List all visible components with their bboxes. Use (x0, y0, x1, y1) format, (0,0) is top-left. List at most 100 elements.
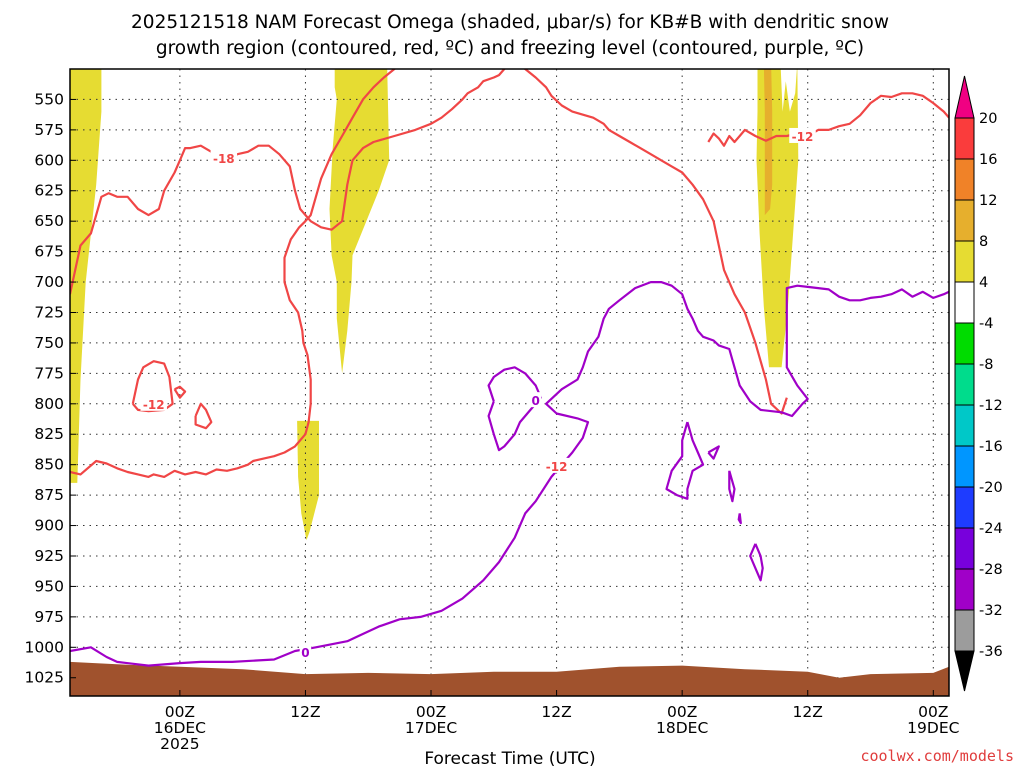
red-contour-1 (70, 69, 396, 478)
x-tick-label-54-0: 00Z (667, 703, 697, 721)
colorbar-over-triangle (954, 75, 975, 119)
colorbar-label-16: 16 (979, 152, 997, 168)
dendritic-growth-contours (70, 69, 949, 478)
colorbar-cell-1 (954, 568, 975, 611)
y-tick-label-775: 775 (34, 364, 64, 382)
colorbar-cell-7 (954, 322, 975, 365)
terrain-ground (70, 661, 949, 696)
x-tick-label-42-0: 12Z (541, 703, 571, 721)
x-tick-label-30-1: 17DEC (405, 719, 457, 737)
red-contour-2 (707, 92, 949, 147)
colorbar-label--16: -16 (979, 439, 1003, 455)
red-contour-label-3: -12 (143, 398, 165, 412)
y-tick-label-625: 625 (34, 182, 64, 200)
purple-contour-label-bg-0 (299, 644, 312, 660)
y-tick-label-550: 550 (34, 90, 64, 108)
omega-shade-2-4-8 (297, 420, 319, 541)
plot-frame (69, 68, 950, 697)
red-contour-label-1: -12 (546, 460, 568, 474)
x-tick-label-6-1: 16DEC (154, 719, 206, 737)
purple-contour-label-0: 0 (301, 646, 309, 660)
colorbar-cell-12 (954, 117, 975, 160)
purple-contour-3 (707, 445, 720, 460)
y-tick-label-950: 950 (34, 577, 64, 595)
colorbar-label--28: -28 (979, 562, 1003, 578)
colorbar-label--4: -4 (979, 316, 993, 332)
purple-contour-6 (749, 543, 764, 582)
x-tick-label-30-0: 00Z (416, 703, 446, 721)
purple-contour-5 (737, 513, 742, 525)
colorbar-cell-5 (954, 404, 975, 447)
purple-contour-4 (728, 470, 736, 503)
omega-shade-4-8-12 (763, 69, 773, 216)
x-tick-label-66-0: 12Z (793, 703, 823, 721)
colorbar-label--24: -24 (979, 521, 1003, 537)
y-tick-label-575: 575 (34, 121, 64, 139)
red-contour-label-0: -18 (213, 152, 235, 166)
y-tick-label-700: 700 (34, 273, 64, 291)
x-tick-label-54-1: 18DEC (656, 719, 708, 737)
y-tick-label-750: 750 (34, 334, 64, 352)
red-contour-label-2: -12 (792, 130, 814, 144)
omega-shade-0-4-8 (70, 69, 102, 483)
x-tick-label-18-0: 12Z (290, 703, 320, 721)
purple-contour-label-bg-1 (529, 392, 542, 408)
x-tick-label-78-0: 00Z (918, 703, 948, 721)
purple-contour-0 (70, 281, 949, 667)
y-tick-label-900: 900 (34, 517, 64, 535)
terrain-layer (70, 661, 949, 696)
purple-contour-1 (487, 366, 543, 452)
colorbar-cell-8 (954, 281, 975, 324)
colorbar-label-12: 12 (979, 193, 997, 209)
y-tick-label-975: 975 (34, 608, 64, 626)
colorbar-cell-10 (954, 199, 975, 242)
y-tick-label-1025: 1025 (25, 669, 64, 687)
y-tick-label-650: 650 (34, 212, 64, 230)
red-contour-label-bg-3 (140, 395, 167, 411)
red-contour-0 (70, 69, 788, 415)
colorbar-label-8: 8 (979, 234, 988, 250)
purple-contour-2 (665, 421, 705, 500)
omega-shading-layer (70, 69, 799, 541)
omega-shade-3-4-8 (756, 69, 799, 368)
y-tick-label-600: 600 (34, 151, 64, 169)
y-tick-label-800: 800 (34, 395, 64, 413)
colorbar-label--12: -12 (979, 398, 1003, 414)
colorbar-label--8: -8 (979, 357, 993, 373)
colorbar-label--36: -36 (979, 644, 1003, 660)
x-axis-label: Forecast Time (UTC) (424, 749, 595, 768)
grid-layer (70, 69, 949, 696)
colorbar-cell-0 (954, 609, 975, 652)
red-contour-label-bg-0 (210, 149, 238, 165)
colorbar-label-4: 4 (979, 275, 988, 291)
credit-text: coolwx.com/models (860, 747, 1014, 765)
chart-title-line2: growth region (contoured, red, ºC) and f… (156, 38, 864, 59)
y-tick-label-725: 725 (34, 303, 64, 321)
x-tick-label-6-0: 00Z (165, 703, 195, 721)
colorbar: 20 16 12 8 4 -4 -8 -12 -16 -20 -24 -28 -32 -36 (954, 75, 1003, 692)
colorbar-cell-9 (954, 240, 975, 283)
contour-labels: -18 -12 -12 -12 0 0 (140, 127, 816, 660)
y-tick-label-875: 875 (34, 486, 64, 504)
chart-title-line1: 2025121518 NAM Forecast Omega (shaded, μ… (131, 12, 889, 33)
colorbar-cell-4 (954, 445, 975, 488)
x-tick-label-6-2: 2025 (160, 735, 199, 753)
red-contour-4 (173, 385, 187, 399)
x-tick-label-78-1: 19DEC (907, 719, 959, 737)
colorbar-cell-3 (954, 486, 975, 529)
colorbar-under-triangle (954, 650, 975, 692)
y-axis: 550 575 600 625 650 675 700 725 750 775 800 825 850 8… (25, 90, 76, 687)
y-tick-label-675: 675 (34, 243, 64, 261)
y-tick-label-1000: 1000 (25, 638, 64, 656)
y-tick-label-850: 850 (34, 456, 64, 474)
red-contour-label-bg-2 (789, 127, 816, 143)
red-contour-5 (194, 402, 213, 430)
colorbar-label--20: -20 (979, 480, 1003, 496)
red-contour-label-bg-1 (543, 457, 570, 473)
colorbar-cell-2 (954, 527, 975, 570)
y-tick-label-825: 825 (34, 425, 64, 443)
purple-contour-label-1: 0 (531, 394, 539, 408)
